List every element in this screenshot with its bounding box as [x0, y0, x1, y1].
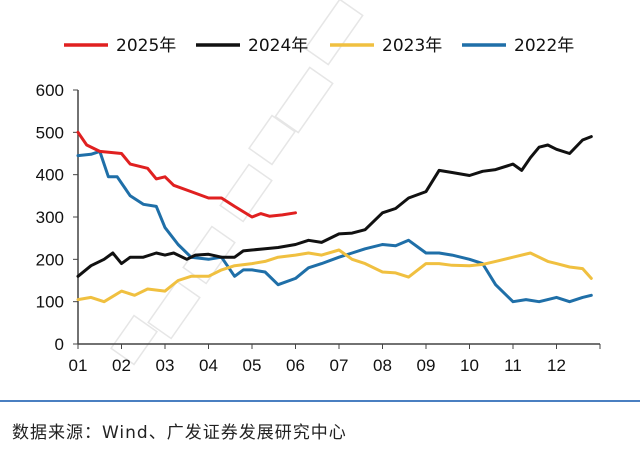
x-tick-label: 04 — [199, 356, 218, 375]
x-tick-label: 08 — [373, 356, 392, 375]
chart-legend: 2025年 2024年 2023年 2022年 — [64, 36, 574, 56]
y-axis-ticks: 0 100 200 300 400 500 600 — [36, 81, 78, 354]
y-tick-label: 100 — [36, 293, 64, 312]
y-tick-label: 0 — [55, 335, 64, 354]
x-tick-label: 12 — [547, 356, 566, 375]
legend-label-2025: 2025年 — [116, 36, 176, 56]
line-chart: 2025年 2024年 2023年 2022年 0 100 200 300 400 500… — [36, 0, 601, 375]
legend-label-2023: 2023年 — [382, 36, 442, 56]
x-tick-label: 07 — [330, 356, 349, 375]
x-tick-label: 03 — [156, 356, 175, 375]
series-line-2023 — [76, 248, 593, 304]
series-line-2022 — [76, 149, 593, 304]
x-tick-label: 05 — [243, 356, 262, 375]
source-divider — [0, 400, 640, 402]
legend-label-2022: 2022年 — [514, 36, 574, 56]
source-note: 数据来源：Wind、广发证券发展研究中心 — [12, 423, 347, 443]
y-tick-label: 200 — [36, 250, 64, 269]
x-tick-label: 02 — [112, 356, 131, 375]
x-tick-label: 10 — [460, 356, 479, 375]
x-tick-label: 06 — [286, 356, 305, 375]
y-tick-label: 600 — [36, 81, 64, 100]
series-lines — [76, 130, 593, 304]
series-line-2025 — [76, 130, 297, 219]
watermark — [110, 0, 364, 366]
y-tick-label: 300 — [36, 208, 64, 227]
series-line-2024 — [76, 135, 593, 278]
y-tick-label: 500 — [36, 123, 64, 142]
legend-label-2024: 2024年 — [248, 36, 308, 56]
x-tick-label: 11 — [504, 356, 522, 375]
x-axis-ticks: 01 02 03 04 05 06 07 08 09 10 11 12 — [69, 344, 601, 375]
x-tick-label: 01 — [69, 356, 88, 375]
x-tick-label: 09 — [417, 356, 436, 375]
y-tick-label: 400 — [36, 166, 64, 185]
